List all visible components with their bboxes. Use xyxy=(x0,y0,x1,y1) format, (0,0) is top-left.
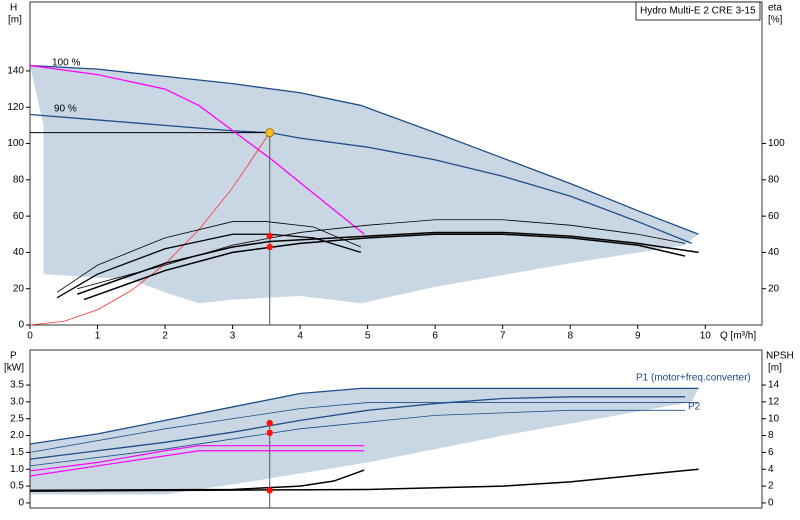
y2-tick-label: 4 xyxy=(768,464,774,475)
y-unit: [kW] xyxy=(4,363,24,374)
y2-tick-label: 8 xyxy=(768,430,774,441)
y-label: P xyxy=(10,351,17,362)
curve xyxy=(29,64,365,235)
y2-tick-label: 20 xyxy=(768,283,780,294)
curve xyxy=(29,409,686,467)
y-tick-label: 120 xyxy=(7,102,24,113)
y-tick-label: 20 xyxy=(13,283,25,294)
curve xyxy=(29,396,686,460)
y2-tick-label: 10 xyxy=(768,413,780,424)
y-tick-label: 140 xyxy=(7,66,24,77)
curve xyxy=(56,233,362,299)
operating-range xyxy=(30,65,699,304)
x-tick-label: 9 xyxy=(635,331,641,342)
y-tick-label: 0.5 xyxy=(10,481,24,492)
x-tick-label: 10 xyxy=(700,331,712,342)
x-tick-label: 1 xyxy=(95,331,101,342)
y-tick-label: 1.5 xyxy=(10,447,24,458)
curve xyxy=(29,450,365,477)
y2-label: eta xyxy=(768,3,782,14)
x-tick-label: 0 xyxy=(27,331,33,342)
y2-tick-label: 2 xyxy=(768,481,774,492)
power-panel: 0 0.5 1.0 1.5 2.0 2.5 3.0 3.5 0 2 4 6 8 10 12 14 xyxy=(10,349,780,509)
y-tick-label: 2.5 xyxy=(10,413,24,424)
y-tick-label: 60 xyxy=(13,211,25,222)
y2-unit: [m] xyxy=(768,363,782,374)
y-tick-label: 3.0 xyxy=(10,397,24,408)
y-tick-label: 3.5 xyxy=(10,380,24,391)
annotation: P2 xyxy=(688,402,701,413)
y2-tick-label: 12 xyxy=(768,397,780,408)
curve xyxy=(29,402,699,453)
y2-label: NPSH xyxy=(766,351,794,362)
y2-unit: [%] xyxy=(768,15,783,26)
y-tick-label: 1.0 xyxy=(10,464,24,475)
x-tick-label: 5 xyxy=(365,331,371,342)
y2-tick-label: 100 xyxy=(768,138,785,149)
x-tick-label: 8 xyxy=(567,331,573,342)
operating-range xyxy=(30,388,699,495)
duty-point xyxy=(266,419,273,427)
duty-point xyxy=(266,243,273,251)
y-tick-label: 100 xyxy=(7,138,24,149)
curve xyxy=(29,113,693,244)
y-tick-label: 80 xyxy=(13,174,25,185)
y2-tick-label: 60 xyxy=(768,211,780,222)
curve xyxy=(29,387,699,445)
y2-tick-label: 40 xyxy=(768,247,780,258)
duty-point xyxy=(266,429,273,437)
plot-frame xyxy=(29,1,763,326)
y-tick-label: 2.0 xyxy=(10,430,24,441)
y-unit: [m] xyxy=(8,15,22,26)
chart-title: Hydro Multi-E 2 CRE 3-15 xyxy=(640,6,756,17)
y2-tick-label: 14 xyxy=(768,380,780,391)
curve xyxy=(29,468,699,492)
title-box xyxy=(635,1,761,21)
y-label: H xyxy=(10,3,17,14)
duty-point xyxy=(265,128,275,138)
curve xyxy=(77,231,699,295)
curve xyxy=(83,233,686,301)
head-panel: 0 20 40 60 80 100 120 140 20 40 60 80 100 0 1 2 3 4 5 6 7 8 9 1… xyxy=(7,1,785,342)
curve xyxy=(29,64,699,235)
y-tick-label: 0 xyxy=(18,320,24,331)
annotation: P1 (motor+freq.converter) xyxy=(636,373,751,384)
annotation: 90 % xyxy=(54,104,77,115)
duty-point xyxy=(266,487,273,494)
annotation: 100 % xyxy=(52,58,80,69)
plot-frame xyxy=(29,349,763,509)
x-label: Q [m³/h] xyxy=(720,331,756,342)
curve xyxy=(29,445,365,472)
y-tick-label: 0 xyxy=(18,498,24,509)
x-tick-label: 7 xyxy=(500,331,506,342)
x-tick-label: 2 xyxy=(162,331,168,342)
y2-tick-label: 6 xyxy=(768,447,774,458)
x-tick-label: 4 xyxy=(297,331,303,342)
x-tick-label: 3 xyxy=(230,331,236,342)
y2-tick-label: 80 xyxy=(768,174,780,185)
duty-point xyxy=(266,232,273,240)
curve xyxy=(56,221,362,293)
y2-tick-label: 0 xyxy=(768,498,774,509)
y-tick-label: 40 xyxy=(13,247,25,258)
x-tick-label: 6 xyxy=(432,331,438,342)
